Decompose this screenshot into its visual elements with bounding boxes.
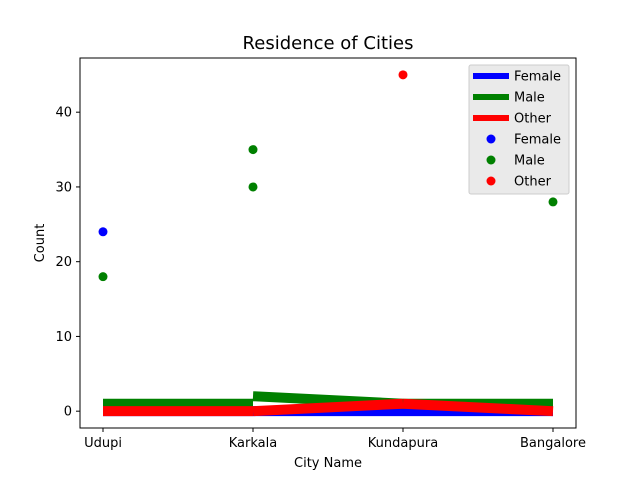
legend: Female Male Other Female Male Other xyxy=(468,64,570,195)
y-axis-label: Count xyxy=(33,224,48,263)
x-axis-label: City Name xyxy=(294,456,362,471)
scatter-point-male xyxy=(548,197,558,207)
y-tick-label: 10 xyxy=(55,330,72,345)
x-tick-label: Karkala xyxy=(229,436,277,451)
legend-marker-female xyxy=(486,134,496,144)
y-tick-label: 0 xyxy=(64,405,72,420)
x-tick-label: Kundapura xyxy=(368,436,438,451)
scatter-point-male xyxy=(248,182,258,192)
legend-label: Female xyxy=(514,133,561,148)
scatter-point-male xyxy=(248,145,258,155)
y-tick-label: 30 xyxy=(55,180,72,195)
line-segment-other xyxy=(252,398,404,417)
legend-marker-male xyxy=(486,155,496,165)
line-segment-other xyxy=(402,398,554,417)
legend-label: Other xyxy=(514,175,552,190)
chart-title: Residence of Cities xyxy=(243,33,414,54)
legend-label: Male xyxy=(514,154,545,169)
legend-label: Male xyxy=(514,91,545,106)
x-tick-label: Udupi xyxy=(84,436,122,451)
x-tick-label: Bangalore xyxy=(520,436,586,451)
legend-marker-other xyxy=(486,176,496,186)
y-tick-label: 20 xyxy=(55,255,72,270)
legend-label: Other xyxy=(514,112,552,127)
scatter-point-female xyxy=(98,227,108,237)
scatter-point-male xyxy=(98,272,108,282)
legend-label: Female xyxy=(514,70,561,85)
plot-frame xyxy=(79,57,577,429)
scatter-point-other xyxy=(398,70,408,80)
y-tick-label: 40 xyxy=(55,106,72,121)
